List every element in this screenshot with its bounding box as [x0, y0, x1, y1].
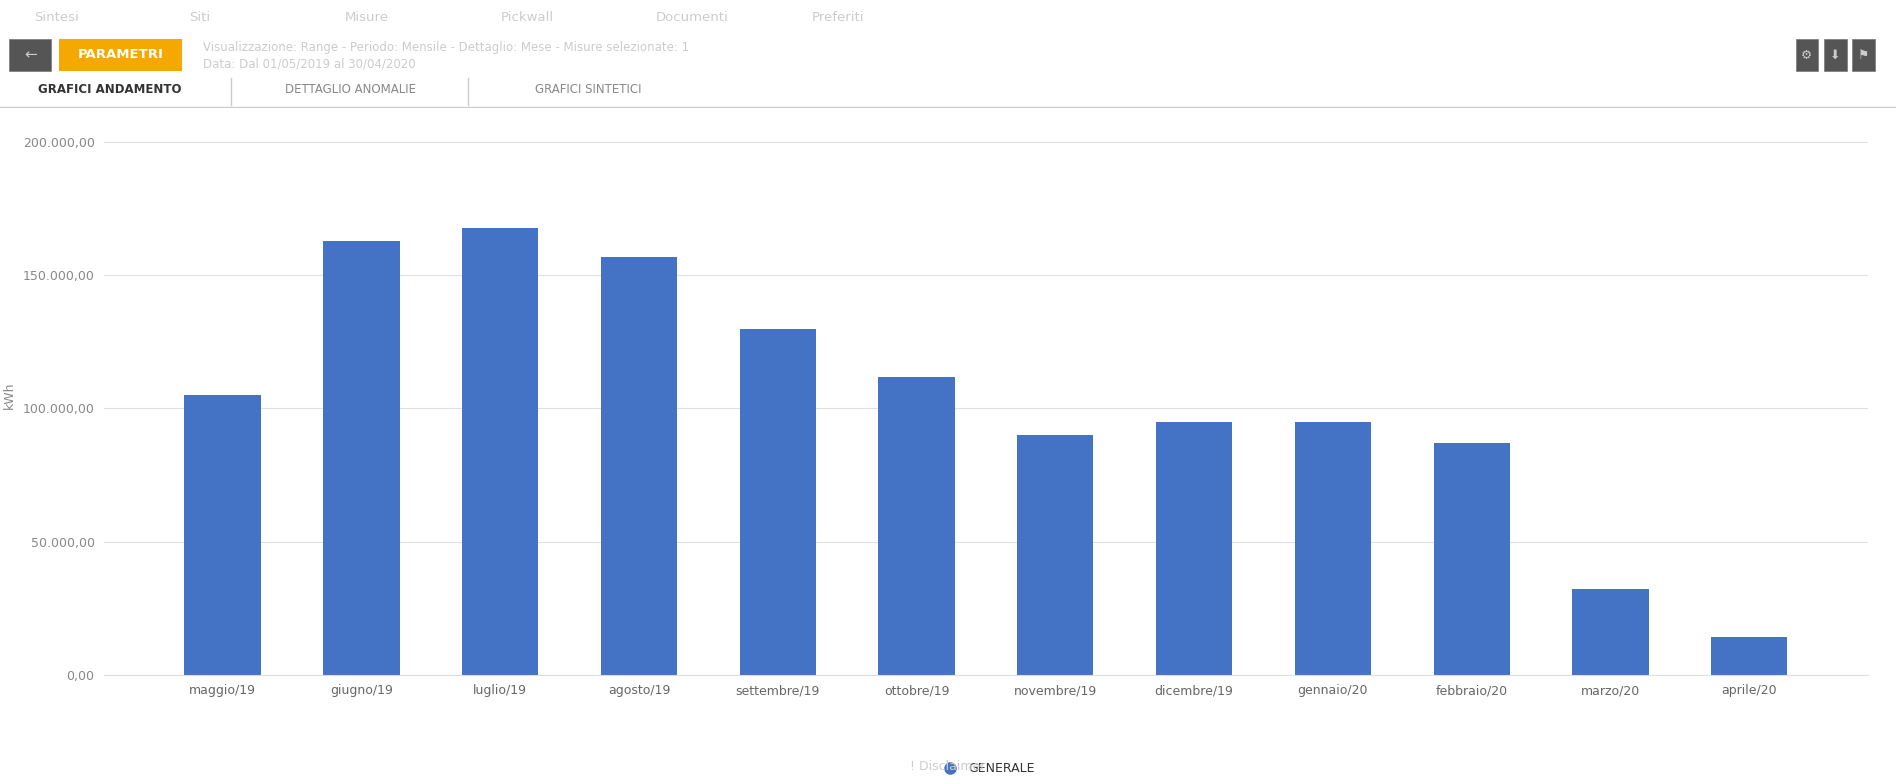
Text: Misure: Misure — [345, 11, 389, 24]
Text: Siti: Siti — [190, 11, 210, 24]
Bar — [1157, 422, 1232, 674]
Text: ⚙: ⚙ — [1801, 49, 1813, 61]
Text: Data: Dal 01/05/2019 al 30/04/2020: Data: Dal 01/05/2019 al 30/04/2020 — [203, 57, 415, 71]
Bar — [878, 376, 956, 674]
Text: GRAFICI SINTETICI: GRAFICI SINTETICI — [535, 83, 641, 96]
Bar — [1572, 590, 1650, 674]
Text: ! Disclaimer: ! Disclaimer — [910, 760, 986, 773]
Bar — [1295, 422, 1371, 674]
Bar — [601, 257, 677, 674]
FancyBboxPatch shape — [1852, 39, 1875, 71]
Text: Visualizzazione: Range - Periodo: Mensile - Dettaglio: Mese - Misure selezionate: Visualizzazione: Range - Periodo: Mensil… — [203, 41, 688, 53]
FancyBboxPatch shape — [9, 39, 51, 71]
Y-axis label: kWh: kWh — [2, 382, 15, 409]
Bar — [1433, 443, 1509, 674]
Text: DETTAGLIO ANOMALIE: DETTAGLIO ANOMALIE — [284, 83, 417, 96]
Text: Pickwall: Pickwall — [501, 11, 554, 24]
Text: ←: ← — [25, 48, 36, 63]
FancyBboxPatch shape — [59, 39, 182, 71]
FancyBboxPatch shape — [1824, 39, 1847, 71]
Text: Documenti: Documenti — [656, 11, 728, 24]
Bar — [1710, 637, 1788, 674]
Text: PARAMETRI: PARAMETRI — [78, 49, 163, 61]
Legend: GENERALE: GENERALE — [933, 757, 1039, 780]
Text: Preferiti: Preferiti — [811, 11, 865, 24]
Text: GRAFICI ANDAMENTO: GRAFICI ANDAMENTO — [38, 83, 182, 96]
Bar — [1016, 435, 1094, 674]
Text: ⬇: ⬇ — [1830, 49, 1841, 61]
FancyBboxPatch shape — [1796, 39, 1818, 71]
Text: ⚑: ⚑ — [1858, 49, 1869, 61]
Text: Sintesi: Sintesi — [34, 11, 80, 24]
Bar — [463, 227, 538, 674]
Bar — [184, 395, 262, 674]
Bar — [739, 328, 815, 674]
Bar — [322, 241, 400, 674]
